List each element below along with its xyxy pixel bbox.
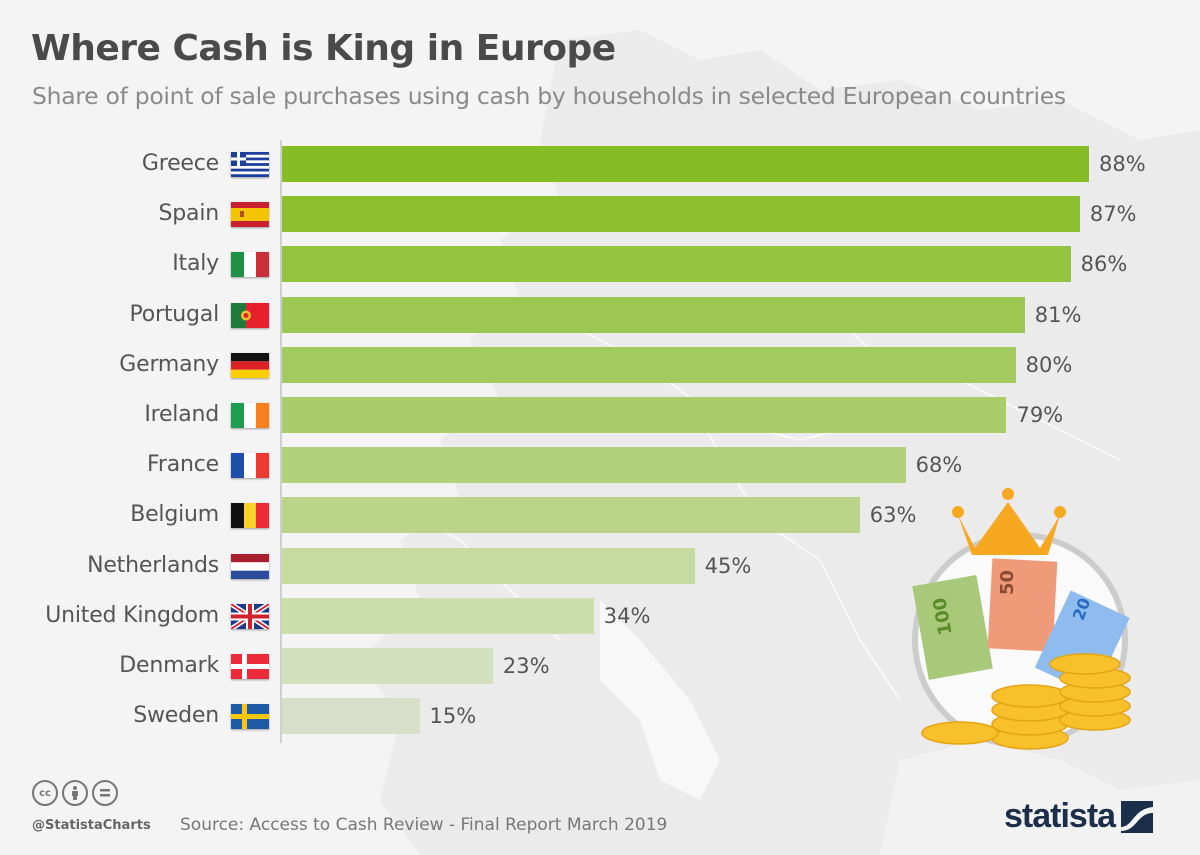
bar: [282, 296, 1025, 333]
value-label: 23%: [502, 654, 550, 678]
spain-flag-icon: [231, 202, 269, 228]
belgium-flag-icon: [231, 503, 269, 529]
bar-row-italy: Italy 86%: [0, 246, 1200, 283]
value-label: 86%: [1080, 252, 1128, 277]
germany-flag-icon: [231, 352, 269, 378]
bar-row-sweden: Sweden 15%: [0, 698, 1200, 735]
country-label: United Kingdom: [45, 602, 219, 628]
value-label: 79%: [1016, 403, 1064, 427]
bar: [282, 547, 695, 584]
logo-text: statista: [1004, 797, 1116, 835]
greece-flag-icon: [231, 152, 269, 177]
ireland-flag-icon: [231, 403, 269, 428]
license-icons: cc: [32, 780, 118, 806]
bar-row-denmark: Denmark 23%: [0, 648, 1200, 684]
cc-icon: cc: [32, 780, 58, 806]
sweden-flag-icon: [231, 704, 269, 730]
value-label: 63%: [869, 503, 917, 528]
country-label: France: [147, 452, 219, 478]
no-derivatives-icon: [92, 780, 118, 806]
bar: [282, 447, 906, 484]
value-label: 87%: [1089, 202, 1137, 227]
bar-row-spain: Spain 87%: [0, 196, 1200, 233]
country-label: Greece: [141, 151, 219, 176]
bar: [282, 246, 1071, 283]
value-label: 68%: [915, 453, 963, 478]
chart-title: Where Cash is King in Europe: [31, 28, 616, 69]
statista-logo: statista: [1004, 797, 1154, 836]
cash-king-illustration: 100 50 20: [912, 488, 1131, 750]
country-label: Sweden: [133, 703, 219, 729]
bar: [282, 648, 493, 684]
y-axis-line: [280, 140, 282, 743]
country-label: Germany: [119, 351, 219, 377]
bar-row-portugal: Portugal 81%: [0, 296, 1200, 333]
france-flag-icon: [231, 453, 269, 479]
banknote-100-icon: 100: [912, 574, 993, 680]
uk-flag-icon: [231, 603, 269, 629]
bar-row-united-kingdom: United Kingdom 34%: [0, 597, 1200, 634]
bar: [282, 346, 1016, 383]
country-label: Belgium: [130, 502, 219, 528]
country-label: Spain: [158, 201, 220, 227]
bar-row-netherlands: Netherlands 45%: [0, 547, 1200, 584]
bar: [282, 698, 420, 735]
bar: [282, 146, 1089, 182]
value-label: 81%: [1034, 302, 1082, 327]
crown-icon: [952, 488, 1066, 555]
banknote-50-icon: 50: [987, 558, 1058, 652]
country-label: Ireland: [144, 402, 219, 427]
bar: [282, 597, 594, 634]
denmark-flag-icon: [231, 654, 269, 679]
social-handle: @StatistaCharts: [32, 818, 151, 833]
italy-flag-icon: [231, 252, 269, 278]
bar-row-ireland: Ireland 79%: [0, 397, 1200, 433]
chart-subtitle: Share of point of sale purchases using c…: [32, 82, 1066, 110]
value-label: 80%: [1025, 352, 1073, 377]
svg-text:50: 50: [997, 570, 1018, 595]
bar-row-france: France 68%: [0, 447, 1200, 484]
value-label: 45%: [704, 553, 752, 578]
bar: [282, 397, 1007, 433]
bar-row-belgium: Belgium 63%: [0, 497, 1200, 534]
attribution-icon: [62, 780, 88, 806]
source-text: Source: Access to Cash Review - Final Re…: [180, 815, 668, 835]
country-label: Italy: [172, 251, 219, 277]
portugal-flag-icon: [231, 302, 269, 328]
country-label: Netherlands: [87, 552, 219, 578]
statista-logo-icon: [1121, 800, 1154, 833]
netherlands-flag-icon: [231, 553, 269, 579]
country-label: Portugal: [129, 301, 219, 327]
bar: [282, 196, 1080, 233]
coins-icon: [921, 653, 1131, 750]
bar-row-greece: Greece 88%: [0, 146, 1200, 182]
value-label: 15%: [429, 704, 477, 729]
value-label: 34%: [603, 603, 651, 628]
bar: [282, 497, 860, 534]
bar-row-germany: Germany 80%: [0, 346, 1200, 383]
country-label: Denmark: [119, 653, 219, 678]
value-label: 88%: [1099, 152, 1146, 176]
